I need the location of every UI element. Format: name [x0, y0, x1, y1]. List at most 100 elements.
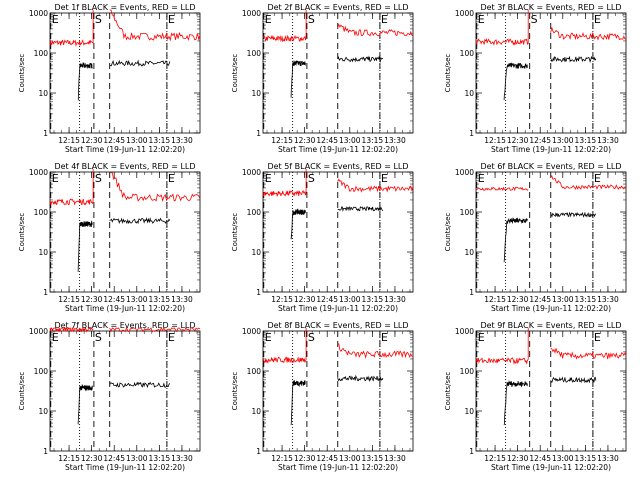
marker-label: E — [594, 13, 601, 26]
x-tick-label: 13:30 — [597, 454, 619, 463]
x-tick-label: 13:30 — [384, 136, 406, 145]
x-tick-label: 12:45 — [529, 454, 551, 463]
x-tick-label: 13:15 — [362, 454, 384, 463]
y-tick-label: 1 — [256, 288, 261, 297]
chart-panel: Det 6f BLACK = Events, RED = LLD 1 10 100 10… — [444, 162, 627, 313]
marker-label: E — [265, 331, 272, 344]
x-tick-label: 13:30 — [171, 454, 193, 463]
marker-label: E — [381, 331, 388, 344]
x-tick-label: 13:30 — [597, 136, 619, 145]
x-tick-label: 13:00 — [126, 295, 148, 304]
events-series-line — [550, 376, 597, 384]
marker-label: S — [95, 172, 102, 185]
y-axis-label: Counts/sec — [18, 372, 26, 411]
x-tick-label: 13:00 — [339, 136, 361, 145]
y-tick-label: 1000 — [455, 9, 474, 18]
x-tick-label: 13:15 — [149, 136, 171, 145]
y-tick-label: 100 — [247, 49, 262, 58]
x-tick-label: 12:45 — [316, 136, 338, 145]
x-axis-label: Start Time (19-Jun-11 12:02:20) — [491, 463, 611, 472]
events-series-line — [550, 55, 597, 63]
y-tick-label: 100 — [460, 367, 475, 376]
marker-label: E — [594, 331, 601, 344]
y-tick-label: 10 — [464, 248, 474, 257]
x-axis-label: Start Time (19-Jun-11 12:02:20) — [491, 304, 611, 313]
x-axis-label: Start Time (19-Jun-11 12:02:20) — [278, 145, 398, 154]
y-tick-label: 1 — [469, 129, 474, 138]
x-tick-label: 13:15 — [575, 136, 597, 145]
y-tick-label: 100 — [34, 49, 49, 58]
chart-panel: Det 5f BLACK = Events, RED = LLD 1 10 100 10… — [231, 162, 414, 313]
marker-label: S — [95, 13, 102, 26]
chart-panel: Det 7f BLACK = Events, RED = LLD 1 10 100 10… — [18, 321, 201, 472]
y-tick-label: 100 — [460, 208, 475, 217]
x-tick-label: 13:15 — [362, 136, 384, 145]
x-tick-label: 13:30 — [597, 295, 619, 304]
x-tick-label: 12:30 — [81, 136, 103, 145]
x-tick-label: 13:15 — [362, 295, 384, 304]
x-tick-label: 12:30 — [507, 136, 529, 145]
x-tick-label: 13:00 — [339, 454, 361, 463]
events-series-line — [109, 217, 171, 225]
marker-label: E — [478, 172, 485, 185]
y-axis-label: Counts/sec — [18, 54, 26, 93]
x-tick-label: 12:30 — [81, 295, 103, 304]
y-tick-label: 1 — [43, 129, 48, 138]
x-tick-label: 12:15 — [484, 454, 506, 463]
chart-panel: Det 3f BLACK = Events, RED = LLD 1 10 100 10… — [444, 3, 627, 154]
events-series-line — [290, 60, 306, 98]
x-tick-label: 12:45 — [103, 454, 125, 463]
plot-frame — [49, 171, 201, 293]
marker-label: E — [265, 13, 272, 26]
y-tick-label: 10 — [38, 407, 48, 416]
marker-label: S — [531, 13, 538, 26]
y-tick-label: 1 — [256, 129, 261, 138]
x-tick-label: 12:30 — [507, 454, 529, 463]
chart-title: Det 3f BLACK = Events, RED = LLD — [480, 3, 621, 12]
x-tick-label: 13:30 — [384, 454, 406, 463]
x-tick-label: 12:15 — [58, 295, 80, 304]
lld-series-line — [337, 178, 414, 193]
chart-title: Det 8f BLACK = Events, RED = LLD — [267, 321, 408, 330]
marker-label: S — [308, 172, 315, 185]
events-series-line — [109, 59, 171, 67]
chart-panel: Det 1f BLACK = Events, RED = LLD 1 10 100 10… — [18, 3, 201, 154]
y-tick-label: 1 — [43, 288, 48, 297]
x-tick-label: 13:30 — [171, 136, 193, 145]
y-tick-label: 100 — [34, 367, 49, 376]
y-tick-label: 1 — [256, 447, 261, 456]
marker-label: E — [478, 331, 485, 344]
lld-series-line — [49, 169, 94, 206]
x-tick-label: 12:45 — [103, 295, 125, 304]
x-tick-label: 12:45 — [529, 295, 551, 304]
events-series-line — [503, 217, 528, 263]
x-tick-label: 13:00 — [552, 136, 574, 145]
x-tick-label: 12:45 — [316, 454, 338, 463]
chart-title: Det 6f BLACK = Events, RED = LLD — [480, 162, 621, 171]
x-tick-label: 12:15 — [271, 454, 293, 463]
y-axis-label: Counts/sec — [231, 372, 239, 411]
marker-label: E — [52, 331, 59, 344]
y-tick-label: 1000 — [29, 327, 48, 336]
events-series-line — [503, 62, 528, 101]
marker-label: E — [168, 172, 175, 185]
y-tick-label: 100 — [247, 208, 262, 217]
y-tick-label: 1000 — [455, 168, 474, 177]
lld-series-line — [262, 328, 307, 364]
events-series-line — [550, 211, 597, 218]
lld-series-line — [550, 347, 627, 360]
x-tick-label: 12:15 — [484, 136, 506, 145]
plot-frame — [49, 330, 201, 452]
x-tick-label: 13:30 — [171, 295, 193, 304]
x-tick-label: 13:30 — [384, 295, 406, 304]
x-tick-label: 12:45 — [316, 295, 338, 304]
x-tick-label: 12:30 — [294, 136, 316, 145]
chart-title: Det 5f BLACK = Events, RED = LLD — [267, 162, 408, 171]
lld-series-line — [475, 186, 529, 192]
x-tick-label: 12:15 — [58, 136, 80, 145]
events-series-line — [290, 380, 306, 426]
x-tick-label: 12:30 — [294, 454, 316, 463]
lld-series-line — [262, 169, 307, 197]
y-tick-label: 10 — [251, 407, 261, 416]
x-axis-label: Start Time (19-Jun-11 12:02:20) — [65, 304, 185, 313]
